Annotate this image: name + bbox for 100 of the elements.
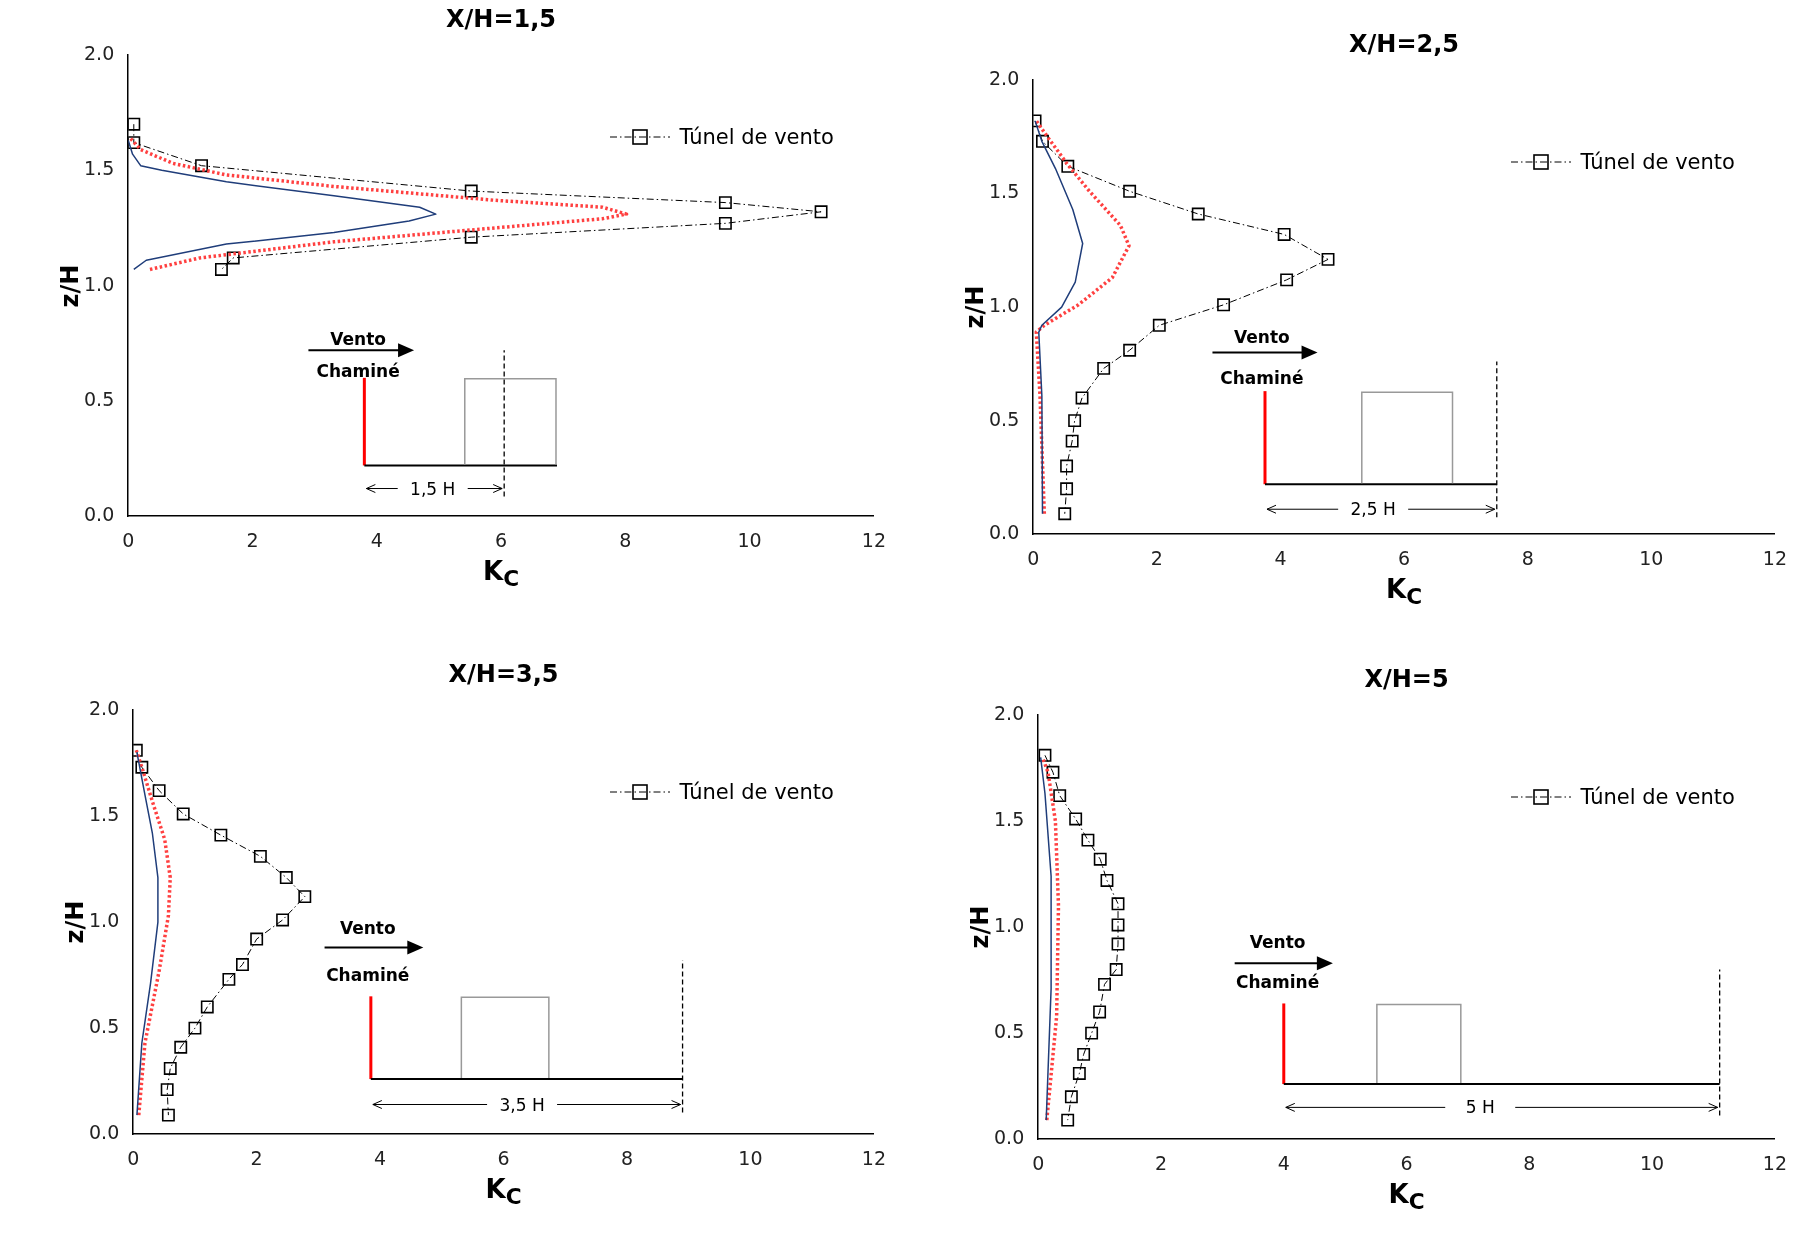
point — [222, 972, 236, 986]
x-tick-label: 4 — [1277, 1151, 1290, 1174]
annotation: Vento — [1234, 326, 1290, 347]
x-tick-label: 6 — [1398, 546, 1411, 569]
point — [464, 184, 478, 198]
point — [1060, 459, 1074, 473]
point — [718, 196, 732, 210]
y-tick-label: 2.0 — [89, 696, 120, 719]
y-tick-label: 1.0 — [989, 294, 1020, 317]
point — [1123, 343, 1137, 357]
x-tick-label: 2 — [1154, 1151, 1168, 1174]
annotation: 1,5 H — [410, 478, 456, 499]
y-tick-label: 0.0 — [989, 521, 1020, 544]
point — [298, 890, 312, 904]
point — [1069, 812, 1083, 826]
point — [1053, 789, 1067, 803]
x-axis-title: K$_{C}$ — [1388, 1179, 1425, 1215]
y-tick-label: 2.0 — [994, 701, 1025, 724]
point — [236, 958, 249, 971]
point — [174, 1040, 188, 1054]
point — [152, 784, 166, 798]
y-tick-label: 1.0 — [994, 914, 1025, 937]
point — [1111, 897, 1125, 911]
point — [200, 1000, 214, 1014]
point — [1093, 1005, 1107, 1019]
x-tick-label: 12 — [1762, 546, 1788, 569]
point — [1061, 159, 1075, 173]
point — [161, 1108, 175, 1122]
x-tick-label: 4 — [1274, 546, 1287, 569]
y-tick-label: 2.0 — [989, 66, 1020, 89]
y-axis-title: z/H — [966, 905, 995, 949]
point — [814, 205, 828, 219]
point — [1038, 748, 1052, 762]
point — [1191, 207, 1205, 221]
x-tick-label: 10 — [1639, 546, 1664, 569]
annotation: Chaminé — [326, 965, 410, 986]
legend-label: Túnel de vento — [679, 780, 834, 804]
y-tick-label: 1.5 — [994, 807, 1025, 830]
point — [1097, 361, 1111, 375]
point — [1081, 833, 1095, 847]
x-axis-title: K$_{C}$ — [1386, 574, 1423, 610]
x-tick-label: 12 — [1762, 1151, 1788, 1174]
x-tick-label: 4 — [374, 1146, 387, 1169]
legend-label: Túnel de vento — [1580, 150, 1735, 174]
point — [464, 230, 478, 244]
annotation: Vento — [339, 918, 396, 939]
point — [1085, 1026, 1099, 1040]
point — [1058, 507, 1072, 521]
point — [176, 807, 190, 821]
point — [128, 117, 141, 131]
point — [226, 251, 240, 265]
point — [1060, 482, 1074, 496]
point — [253, 849, 267, 863]
x-axis-title: K$_{C}$ — [483, 556, 520, 592]
y-tick-label: 1.5 — [989, 180, 1020, 203]
point — [1065, 434, 1079, 448]
y-tick-label: 0.0 — [89, 1121, 120, 1144]
x-tick-label: 12 — [861, 1146, 887, 1169]
x-tick-label: 10 — [1640, 1151, 1665, 1174]
point — [250, 932, 264, 946]
x-tick-label: 8 — [620, 1146, 634, 1169]
x-tick-label: 0 — [1027, 546, 1040, 569]
point — [1075, 391, 1089, 405]
point — [160, 1083, 174, 1097]
annotation: 2,5 H — [1350, 499, 1396, 520]
point — [1093, 852, 1107, 866]
point — [135, 760, 149, 774]
annotation: Vento — [1249, 931, 1306, 952]
x-tick-label: 2 — [1150, 546, 1163, 569]
point — [1100, 873, 1114, 887]
y-tick-label: 1.0 — [89, 909, 120, 932]
x-tick-label: 6 — [495, 528, 508, 551]
annotation: 5 H — [1465, 1097, 1495, 1118]
point — [128, 136, 141, 150]
legend-label: Túnel de vento — [1580, 785, 1735, 809]
point — [1111, 937, 1125, 951]
x-tick-label: 6 — [1400, 1151, 1413, 1174]
point — [1061, 1113, 1075, 1127]
y-tick-label: 0.5 — [989, 407, 1020, 430]
point — [1068, 414, 1082, 428]
point — [1098, 977, 1111, 991]
point — [1111, 918, 1125, 932]
y-tick-label: 0.5 — [84, 387, 115, 410]
x-tick-label: 2 — [250, 1146, 263, 1169]
point — [1321, 252, 1335, 266]
point — [1077, 1047, 1091, 1061]
point — [1123, 184, 1137, 198]
x-tick-label: 6 — [497, 1146, 510, 1169]
y-tick-label: 2.0 — [84, 41, 115, 64]
point — [1277, 227, 1291, 241]
point — [1036, 134, 1049, 148]
point — [214, 263, 228, 276]
y-tick-label: 1.5 — [89, 802, 120, 825]
y-tick-label: 1.0 — [84, 272, 115, 295]
point — [279, 871, 293, 885]
chart-title: X/H=2,5 — [1349, 30, 1460, 58]
legend-label: Túnel de vento — [679, 125, 834, 149]
point — [718, 216, 732, 230]
x-tick-label: 8 — [1523, 1151, 1536, 1174]
x-tick-label: 2 — [246, 528, 259, 551]
